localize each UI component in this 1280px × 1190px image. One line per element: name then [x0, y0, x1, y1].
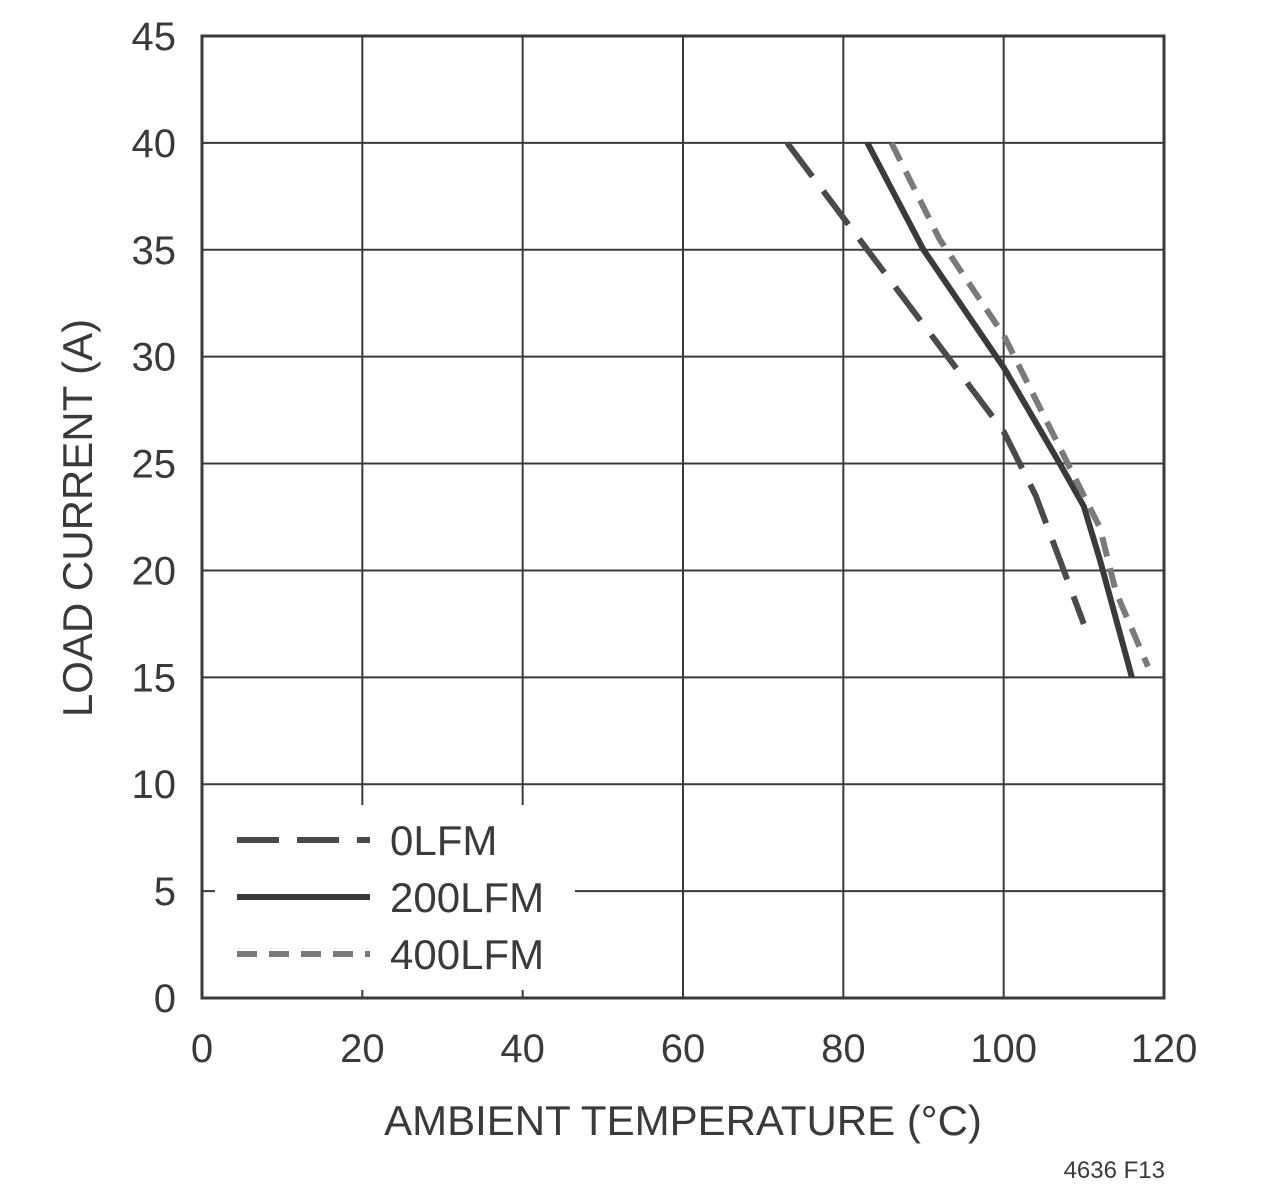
y-tick-label: 30 — [132, 336, 177, 380]
x-tick-label: 120 — [1131, 1027, 1198, 1071]
y-tick-label: 0 — [154, 977, 176, 1021]
x-tick-label: 100 — [970, 1027, 1037, 1071]
x-tick-label: 40 — [500, 1027, 545, 1071]
y-tick-label: 35 — [132, 229, 177, 273]
legend-label: 200LFM — [390, 874, 544, 921]
legend-label: 0LFM — [390, 817, 497, 864]
y-tick-label: 45 — [132, 15, 177, 59]
series-line-0lfm — [784, 141, 1087, 625]
y-tick-label: 20 — [132, 549, 177, 593]
plot-frame — [200, 34, 1166, 1000]
y-tick-label: 40 — [132, 122, 177, 166]
legend-label: 400LFM — [390, 931, 544, 978]
series-line-200lfm — [864, 141, 1135, 679]
y-tick-label: 15 — [132, 656, 177, 700]
x-tick-label: 20 — [340, 1027, 385, 1071]
y-tick-label: 25 — [132, 443, 177, 487]
series-line-400lfm — [888, 141, 1151, 668]
x-tick-label: 0 — [191, 1027, 213, 1071]
legend: 0LFM 200LFM 400LFM — [237, 817, 544, 978]
y-axis-label: LOAD CURRENT (A) — [54, 319, 101, 717]
figure-id: 4636 F13 — [1064, 1157, 1165, 1184]
tick-labels: 0 20 40 60 80 100 120 0 5 10 15 20 25 30 35 40 45 — [132, 15, 1198, 1071]
y-tick-label: 10 — [132, 763, 177, 807]
x-axis-label: AMBIENT TEMPERATURE (°C) — [384, 1097, 982, 1144]
y-tick-label: 5 — [154, 870, 176, 914]
series-lines — [784, 141, 1151, 679]
x-tick-label: 60 — [661, 1027, 706, 1071]
x-tick-label: 80 — [821, 1027, 866, 1071]
